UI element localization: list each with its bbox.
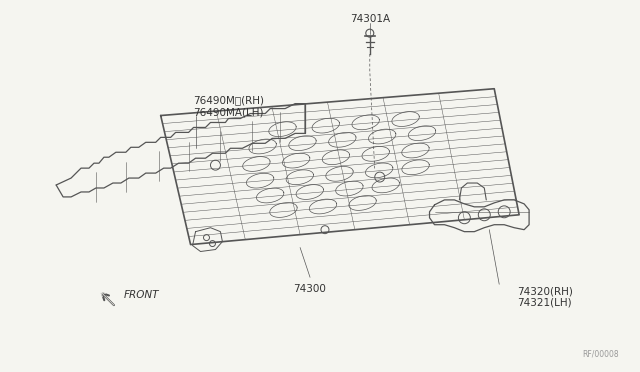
Text: 76490MA(LH): 76490MA(LH) (193, 108, 264, 118)
Text: FRONT: FRONT (124, 290, 159, 300)
Text: 76490M　(RH): 76490M (RH) (193, 96, 264, 106)
Text: 74300: 74300 (294, 284, 326, 294)
Text: 74321(LH): 74321(LH) (517, 297, 572, 307)
Text: 74301A: 74301A (349, 14, 390, 24)
Text: RF/00008: RF/00008 (582, 350, 619, 359)
Text: 74320(RH): 74320(RH) (517, 286, 573, 296)
